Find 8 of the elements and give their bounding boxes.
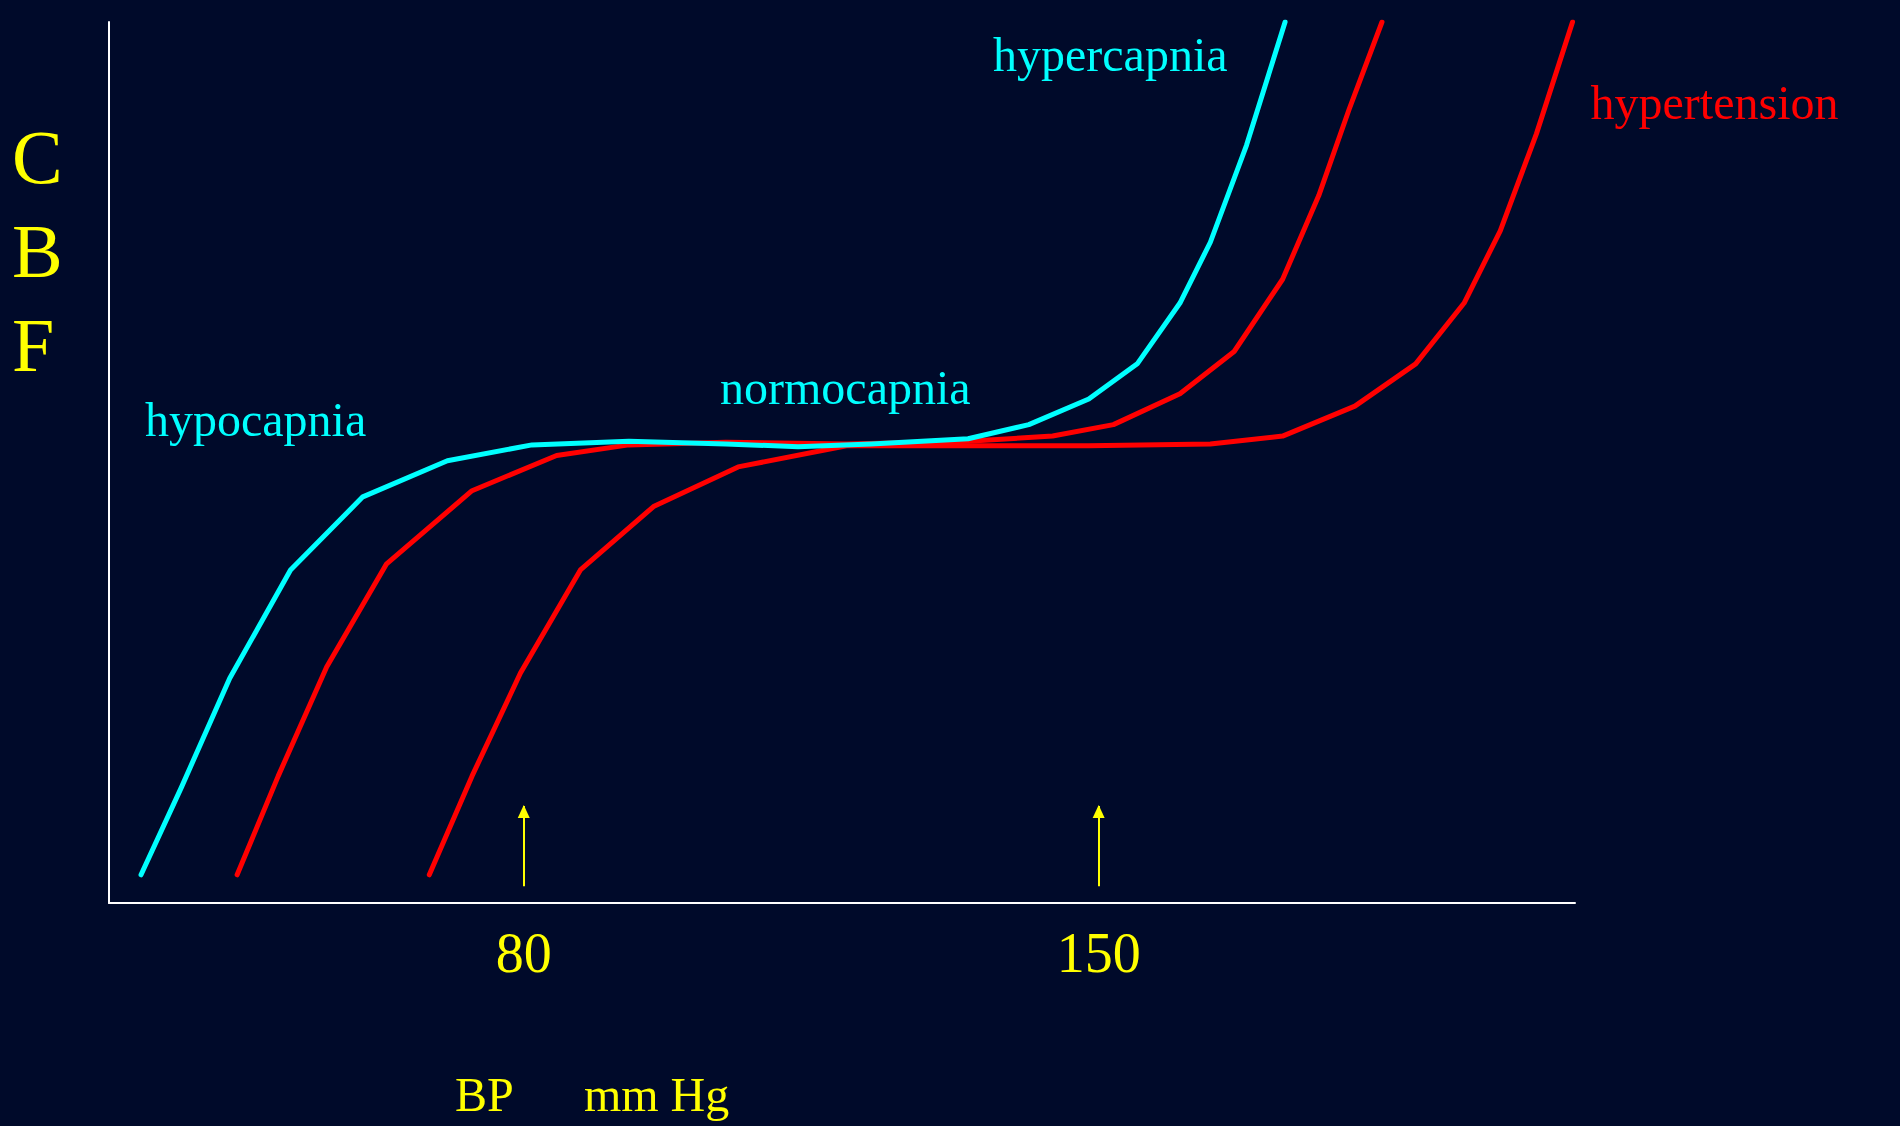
y-axis-title: CBF xyxy=(12,115,63,387)
annotation: normocapnia xyxy=(720,360,971,414)
annotation: hypocapnia xyxy=(145,392,367,446)
series-label: hypertension xyxy=(1590,75,1839,129)
x-axis-title: BP mm Hg xyxy=(455,1067,730,1121)
x-tick-label: 150 xyxy=(1056,922,1141,984)
x-tick-label: 80 xyxy=(495,922,552,984)
annotation: hypercapnia xyxy=(993,27,1228,81)
